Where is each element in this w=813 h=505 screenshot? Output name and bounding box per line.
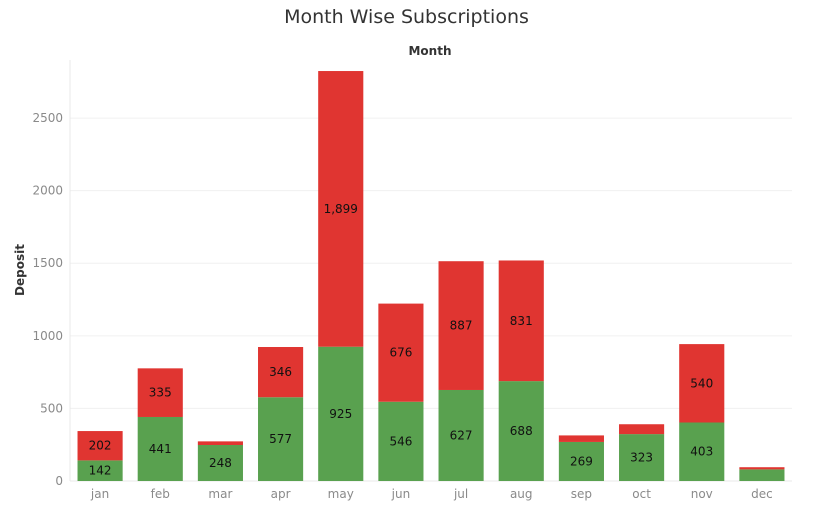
bar-apr-segment-2 (258, 347, 304, 398)
data-label: 142 (89, 464, 112, 478)
x-tick-label: dec (751, 487, 773, 501)
bar-sep-segment-2 (558, 435, 604, 442)
bars (77, 71, 785, 481)
data-label: 269 (570, 454, 593, 468)
x-tick-label: may (328, 487, 354, 501)
data-labels: 142 202 441 335 248 577 346 925 1,899 546 676 627 88… (89, 202, 714, 478)
y-tick-label: 2000 (32, 184, 63, 198)
bar-mar-segment-2 (197, 441, 243, 445)
x-tick-label: aug (510, 487, 533, 501)
bar-oct-segment-1 (619, 434, 665, 481)
bar-oct-segment-2 (619, 424, 665, 435)
data-label: 323 (630, 451, 653, 465)
x-tick-label: apr (271, 487, 291, 501)
bar-feb-segment-1 (137, 416, 183, 481)
bar-jun-segment-2 (378, 303, 424, 402)
data-label: 540 (690, 376, 713, 390)
y-tick-label: 1500 (32, 256, 63, 270)
x-tick-label: sep (571, 487, 592, 501)
axes (69, 60, 792, 482)
data-label: 831 (510, 314, 533, 328)
bar-mar-segment-1 (197, 444, 243, 481)
y-tick-label: 1000 (32, 329, 63, 343)
bar-dec-segment-2 (739, 467, 785, 470)
data-label: 335 (149, 386, 172, 400)
data-label: 248 (209, 456, 232, 470)
bar-jul-segment-1 (438, 389, 484, 481)
y-tick-label: 2500 (32, 111, 63, 125)
data-label: 346 (269, 365, 292, 379)
data-label: 627 (450, 428, 473, 442)
bar-may-segment-2 (318, 71, 364, 347)
y-tick-label: 0 (55, 474, 63, 488)
bar-feb-segment-2 (137, 368, 183, 417)
bar-aug-segment-2 (498, 260, 544, 382)
chart-title: Month Wise Subscriptions (284, 6, 529, 28)
bar-jun-segment-1 (378, 401, 424, 481)
x-tick-label: jan (90, 487, 109, 501)
bar-nov-segment-2 (679, 344, 725, 423)
data-label: 441 (149, 442, 172, 456)
data-label: 1,899 (324, 202, 358, 216)
data-label: 546 (389, 434, 412, 448)
x-tick-label: feb (151, 487, 170, 501)
bar-jan-segment-1 (77, 460, 123, 481)
x-axis-header: Month (408, 44, 452, 58)
data-label: 688 (510, 424, 533, 438)
data-label: 577 (269, 432, 292, 446)
x-tick-label: jun (391, 487, 411, 501)
x-tick-label: jul (453, 487, 468, 501)
x-tick-label: nov (691, 487, 713, 501)
data-label: 887 (450, 319, 473, 333)
bar-nov-segment-1 (679, 422, 725, 481)
data-label: 202 (89, 439, 112, 453)
data-label: 403 (690, 445, 713, 459)
gridlines (70, 117, 792, 409)
bar-may-segment-1 (318, 346, 364, 481)
data-label: 925 (329, 407, 352, 421)
bar-jul-segment-2 (438, 261, 484, 390)
data-label: 676 (389, 346, 412, 360)
bar-aug-segment-1 (498, 381, 544, 481)
x-tick-label: mar (208, 487, 232, 501)
x-tick-label: oct (632, 487, 651, 501)
bar-sep-segment-1 (558, 441, 604, 481)
bar-apr-segment-1 (258, 397, 304, 481)
y-tick-label: 500 (40, 401, 63, 415)
bar-dec-segment-1 (739, 469, 785, 481)
bar-jan-segment-2 (77, 431, 123, 461)
tick-labels: 0 500 1000 1500 2000 2500 jan feb mar apr may jun ju… (32, 111, 772, 501)
